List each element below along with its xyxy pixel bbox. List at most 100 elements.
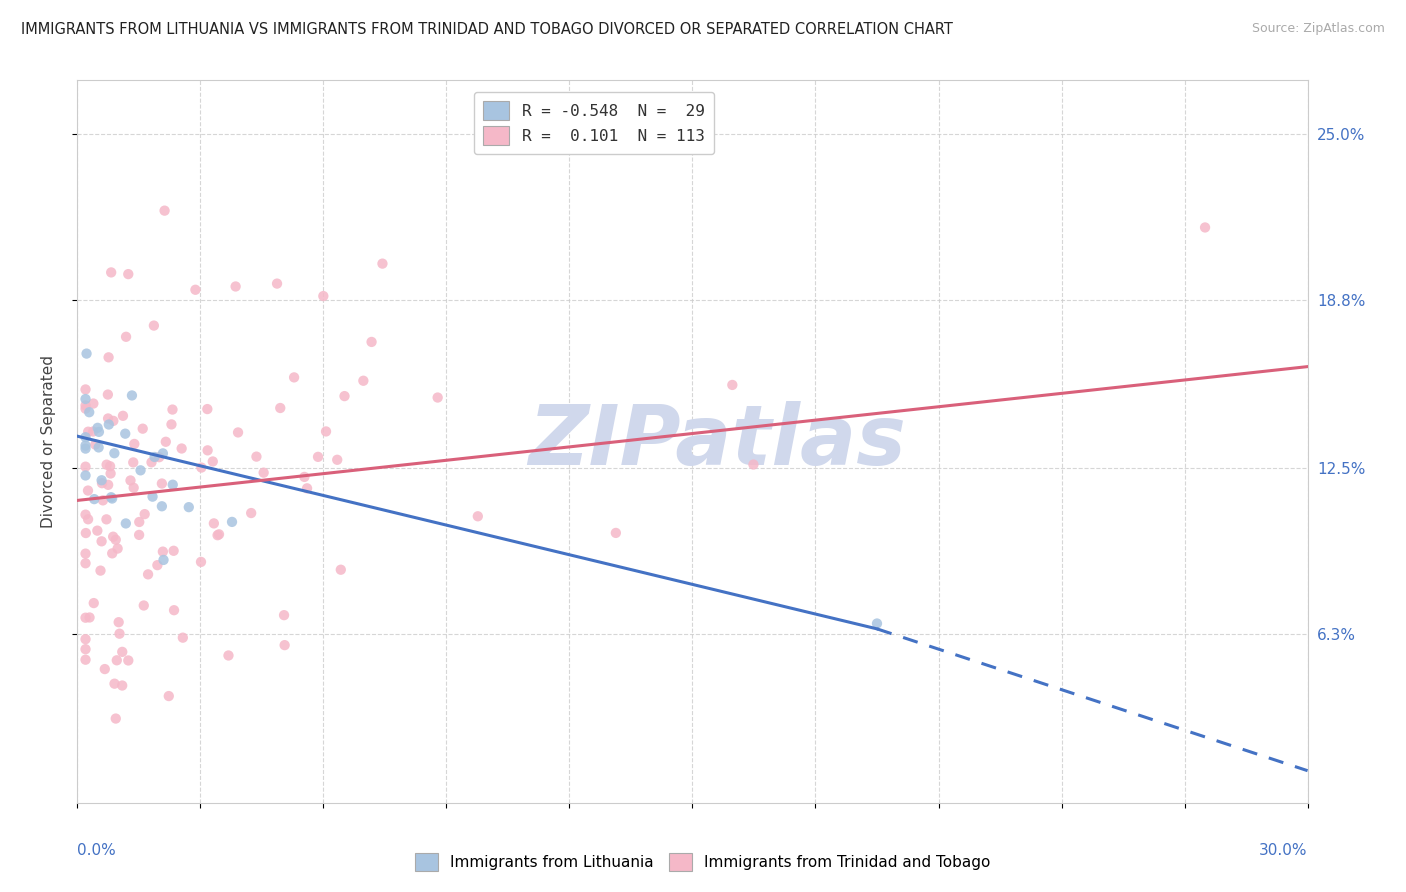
- Text: Source: ZipAtlas.com: Source: ZipAtlas.com: [1251, 22, 1385, 36]
- Point: [82, 425, 104, 439]
- Point: [111, 645, 134, 659]
- Point: [152, 446, 174, 460]
- Point: [201, 454, 224, 468]
- Point: [117, 267, 139, 281]
- Point: [190, 460, 212, 475]
- Point: [121, 388, 143, 402]
- Point: [107, 541, 129, 556]
- Point: [326, 452, 349, 467]
- Point: [77, 425, 100, 439]
- Text: IMMIGRANTS FROM LITHUANIA VS IMMIGRANTS FROM TRINIDAD AND TOBAGO DIVORCED OR SEP: IMMIGRANTS FROM LITHUANIA VS IMMIGRANTS …: [21, 22, 953, 37]
- Point: [426, 391, 449, 405]
- Point: [104, 533, 127, 547]
- Point: [152, 544, 174, 558]
- Point: [295, 481, 318, 495]
- Point: [75, 438, 97, 452]
- Y-axis label: Divorced or Separated: Divorced or Separated: [42, 355, 56, 528]
- Point: [283, 370, 305, 384]
- Point: [75, 399, 97, 413]
- Point: [75, 459, 97, 474]
- Point: [77, 483, 100, 498]
- Point: [221, 515, 243, 529]
- Point: [352, 374, 374, 388]
- Point: [91, 476, 114, 491]
- Point: [86, 421, 108, 435]
- Point: [107, 615, 129, 630]
- Point: [190, 555, 212, 569]
- Point: [101, 491, 124, 506]
- Point: [87, 441, 110, 455]
- Point: [195, 402, 218, 417]
- Point: [120, 474, 142, 488]
- Point: [142, 318, 165, 333]
- Point: [128, 515, 150, 529]
- Point: [114, 426, 136, 441]
- Point: [122, 455, 145, 469]
- Point: [97, 351, 120, 365]
- Point: [253, 466, 276, 480]
- Point: [103, 446, 125, 460]
- Point: [269, 401, 291, 415]
- Point: [97, 478, 120, 492]
- Point: [75, 468, 97, 483]
- Point: [170, 442, 193, 456]
- Point: [83, 492, 105, 507]
- Point: [162, 477, 184, 491]
- Point: [76, 346, 98, 360]
- Point: [307, 450, 329, 464]
- Point: [100, 265, 122, 279]
- Point: [128, 528, 150, 542]
- Point: [315, 425, 337, 439]
- Point: [104, 712, 127, 726]
- Point: [77, 512, 100, 526]
- Point: [134, 507, 156, 521]
- Point: [82, 396, 104, 410]
- Point: [75, 401, 97, 416]
- Point: [467, 509, 489, 524]
- Point: [132, 422, 155, 436]
- Point: [136, 567, 159, 582]
- Point: [225, 279, 247, 293]
- Point: [294, 470, 316, 484]
- Point: [75, 392, 97, 406]
- Point: [98, 459, 121, 474]
- Text: 0.0%: 0.0%: [77, 843, 117, 857]
- Point: [150, 476, 173, 491]
- Point: [129, 463, 152, 477]
- Point: [162, 543, 184, 558]
- Point: [96, 458, 118, 472]
- Point: [226, 425, 249, 440]
- Point: [1194, 220, 1216, 235]
- Point: [184, 283, 207, 297]
- Point: [75, 632, 97, 647]
- Point: [105, 653, 128, 667]
- Point: [75, 508, 97, 522]
- Point: [141, 455, 163, 469]
- Point: [94, 662, 117, 676]
- Point: [84, 437, 107, 451]
- Point: [360, 334, 382, 349]
- Point: [114, 516, 136, 531]
- Point: [143, 450, 166, 464]
- Point: [273, 608, 295, 623]
- Point: [160, 417, 183, 432]
- Point: [103, 414, 125, 428]
- Point: [605, 525, 627, 540]
- Point: [77, 405, 100, 419]
- Point: [245, 450, 267, 464]
- Point: [329, 563, 352, 577]
- Point: [75, 547, 97, 561]
- Point: [101, 546, 124, 560]
- Point: [742, 458, 765, 472]
- Point: [75, 653, 97, 667]
- Point: [75, 610, 97, 624]
- Point: [108, 626, 131, 640]
- Point: [90, 473, 112, 487]
- Point: [172, 631, 194, 645]
- Point: [371, 257, 394, 271]
- Point: [240, 506, 263, 520]
- Point: [146, 558, 169, 573]
- Legend: R = -0.548  N =  29, R =  0.101  N = 113: R = -0.548 N = 29, R = 0.101 N = 113: [474, 92, 714, 154]
- Point: [79, 610, 101, 624]
- Point: [97, 387, 120, 401]
